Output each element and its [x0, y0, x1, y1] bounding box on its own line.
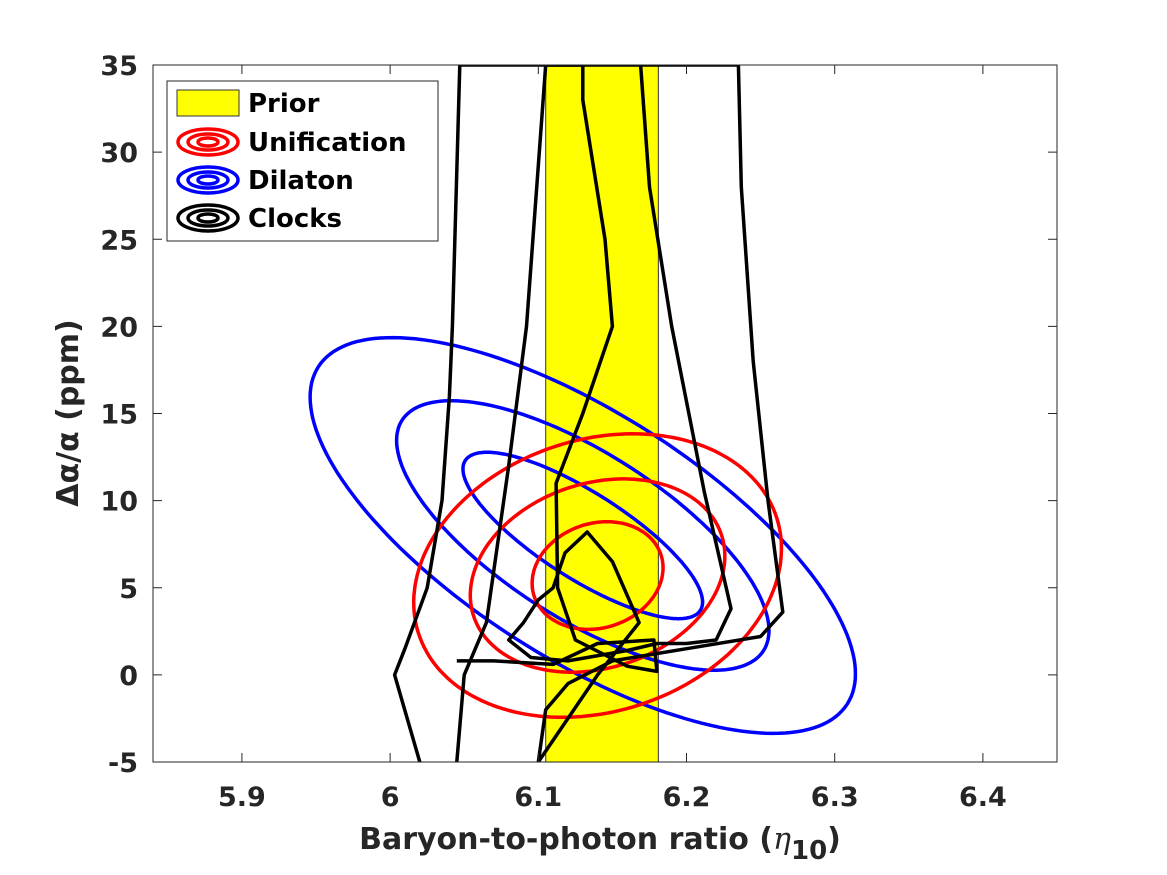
- clocks-contour-1: [506, 65, 733, 762]
- contour-layer: [308, 65, 858, 762]
- clocks-contour-3: [392, 65, 785, 762]
- y-tick-label: 25: [100, 225, 138, 256]
- y-axis-label: Δα/α (ppm): [51, 319, 86, 506]
- x-tick-label: 5.9: [218, 782, 266, 813]
- unification-contour-3: [411, 432, 784, 720]
- dilaton-contour-3: [308, 335, 858, 736]
- ticks-layer: [153, 64, 1057, 763]
- legend-swatch-clocks: [176, 203, 240, 233]
- x-axis-label-text: Baryon-to-photon ratio (: [359, 822, 773, 857]
- y-tick-label: 10: [100, 487, 138, 518]
- x-tick-label: 6: [381, 782, 400, 813]
- unification-contour-2: [468, 477, 727, 674]
- y-tick-label: 35: [100, 51, 138, 82]
- y-tick-label: 0: [119, 661, 138, 692]
- legend-label-prior: Prior: [248, 89, 320, 119]
- x-axis-label-symbol: η: [773, 822, 791, 857]
- y-tick-label: 15: [100, 400, 138, 431]
- x-tick-labels: 5.9 6 6.1 6.2 6.3 6.4: [218, 782, 1007, 813]
- legend-label-dilaton: Dilaton: [248, 166, 354, 196]
- x-tick-label: 6.1: [514, 782, 562, 813]
- legend-label-unification: Unification: [248, 128, 406, 158]
- y-tick-label: 20: [100, 312, 138, 343]
- x-tick-label: 6.2: [663, 782, 711, 813]
- legend: Prior Unification Dilaton Clocks: [166, 80, 439, 242]
- legend-swatch-dilaton: [176, 165, 240, 195]
- legend-swatch-unification: [176, 127, 240, 157]
- clocks-contour-2: [455, 65, 659, 762]
- x-axis-label-subscript: 10: [791, 836, 827, 866]
- y-tick-label: 5: [119, 574, 138, 605]
- x-axis-label: Baryon-to-photon ratio (η10): [359, 822, 841, 866]
- y-tick-label: 30: [100, 138, 138, 169]
- y-tick-labels: -5 0 5 10 15 20 25 30 35: [100, 51, 138, 779]
- legend-swatch-prior: [176, 89, 240, 117]
- x-axis-label-close: ): [827, 822, 841, 857]
- unification-contour-1: [530, 519, 665, 632]
- y-tick-label: -5: [108, 748, 138, 779]
- x-tick-label: 6.3: [811, 782, 859, 813]
- x-tick-label: 6.4: [959, 782, 1007, 813]
- legend-label-clocks: Clocks: [248, 204, 342, 234]
